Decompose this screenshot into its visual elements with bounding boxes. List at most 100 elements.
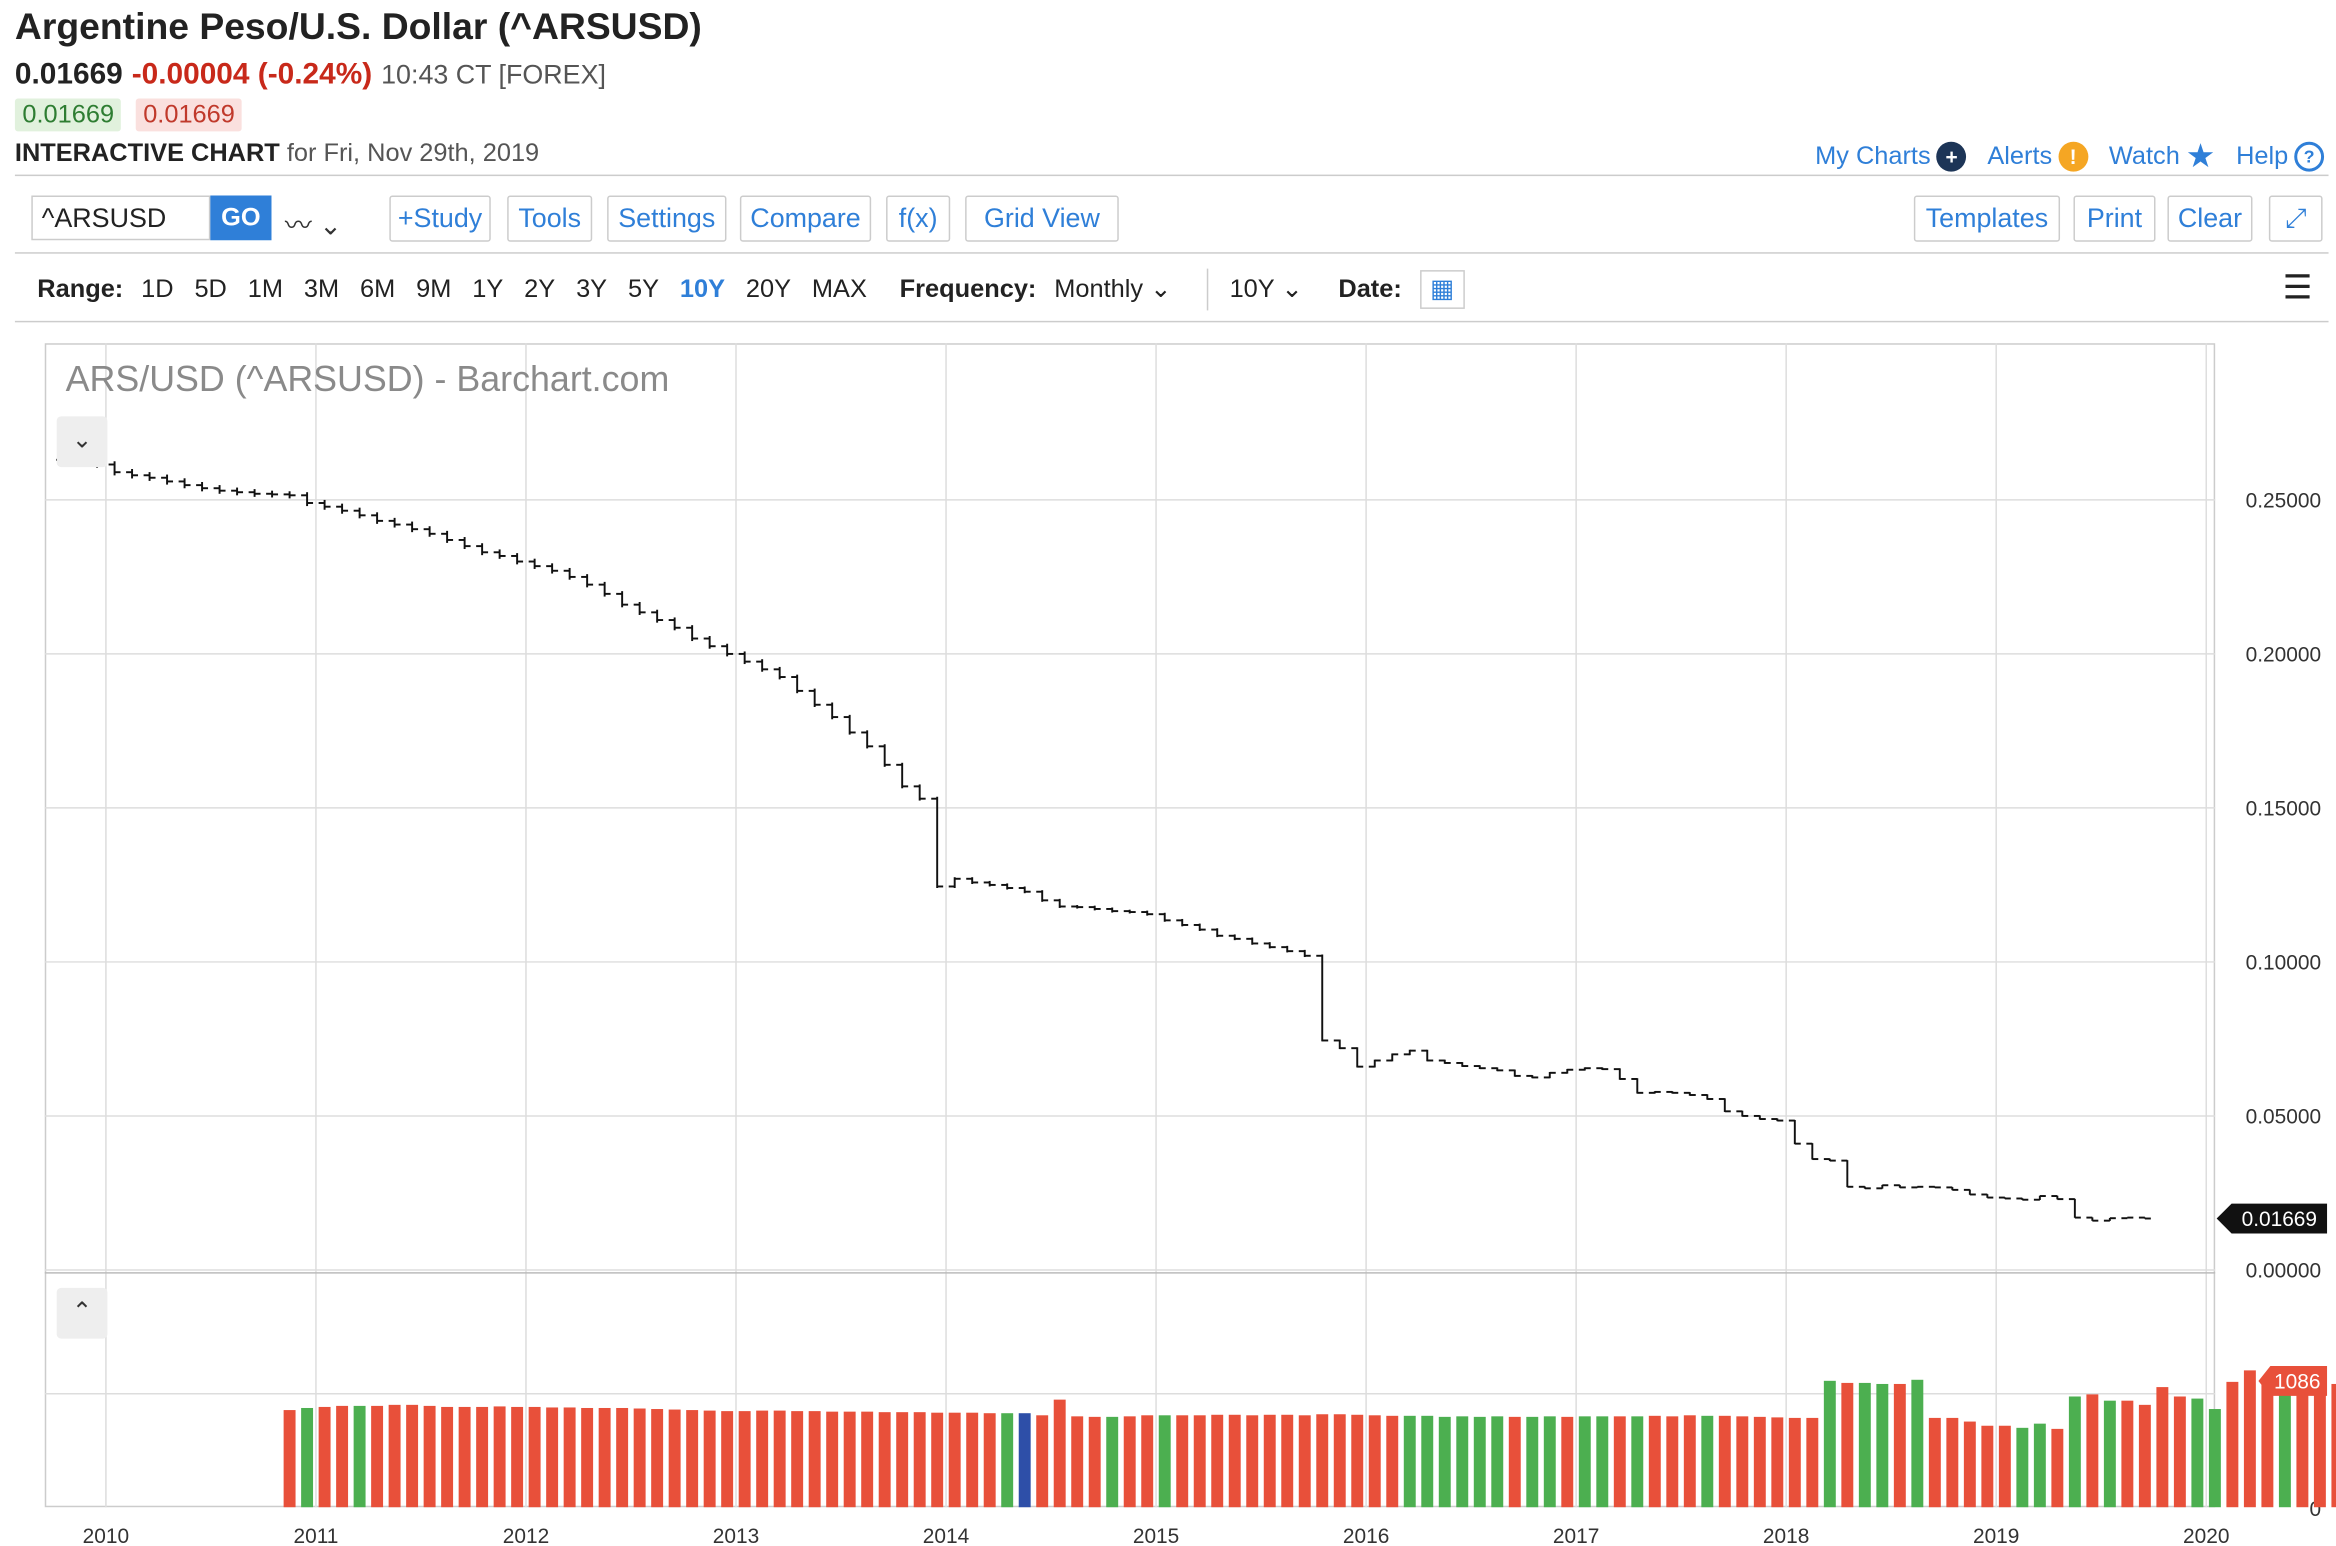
page-title: Argentine Peso/U.S. Dollar (^ARSUSD): [14, 5, 702, 48]
volume-bar: [598, 1407, 611, 1508]
clear-button[interactable]: Clear: [2167, 195, 2253, 242]
compare-button[interactable]: Compare: [739, 195, 872, 242]
range-options: 1D 5D 1M 3M 6M 9M 1Y 2Y 3Y 5Y 10Y 20Y MAX: [141, 275, 888, 305]
volume-bar: [1421, 1415, 1434, 1508]
range-option[interactable]: 3M: [303, 274, 340, 303]
volume-bar: [2226, 1381, 2239, 1508]
price-bar: [756, 659, 769, 672]
price-bar: [423, 526, 436, 537]
period-select[interactable]: 10Y ⌄: [1230, 275, 1303, 305]
volume-bar: [1543, 1416, 1556, 1508]
interactive-label: INTERACTIVE CHART: [14, 138, 280, 168]
volume-bar: [511, 1406, 524, 1508]
volume-bar: [1281, 1414, 1294, 1508]
price-bar: [301, 492, 314, 507]
grid-view-button[interactable]: Grid View: [965, 195, 1119, 242]
price-bar: [1281, 945, 1294, 953]
volume-bar: [1438, 1416, 1451, 1508]
range-option[interactable]: 1M: [247, 274, 284, 303]
symbol-input[interactable]: ^ARSUSD: [31, 195, 211, 241]
settings-button[interactable]: Settings: [607, 195, 727, 242]
tools-button[interactable]: Tools: [507, 195, 593, 242]
frequency-value: Monthly: [1054, 274, 1144, 303]
range-option[interactable]: 6M: [360, 274, 396, 303]
volume-bar: [283, 1410, 296, 1508]
volume-bar: [773, 1410, 786, 1508]
volume-bar: [791, 1411, 804, 1508]
help-link[interactable]: Help?: [2236, 141, 2325, 172]
range-option[interactable]: 3Y: [576, 274, 608, 303]
volume-bar: [2296, 1379, 2309, 1508]
collapse-icon[interactable]: ⌄: [56, 416, 108, 468]
menu-icon[interactable]: ☰: [2282, 268, 2313, 306]
range-option[interactable]: 2Y: [524, 274, 556, 303]
frequency-select[interactable]: Monthly ⌄: [1054, 275, 1171, 305]
price-bar: [1001, 883, 1014, 890]
volume-bar: [2173, 1396, 2186, 1508]
volume-bar: [1001, 1413, 1014, 1508]
volume-bar: [616, 1407, 629, 1508]
price-bar: [1368, 1059, 1381, 1068]
range-bar: Range: 1D 5D 1M 3M 6M 9M 1Y 2Y 3Y 5Y 10Y 20Y MAX Fre…: [37, 268, 1465, 311]
help-icon: ?: [2294, 141, 2325, 172]
range-option[interactable]: 9M: [416, 274, 452, 303]
my-charts-link[interactable]: My Charts +: [1815, 141, 1967, 172]
divider: [14, 320, 2329, 323]
range-option[interactable]: MAX: [811, 274, 867, 303]
volume-bar: [2033, 1423, 2046, 1508]
fx-button[interactable]: f(x): [886, 195, 951, 242]
alerts-link[interactable]: Alerts!: [1987, 141, 2089, 172]
price-bar: [861, 730, 874, 749]
price-bar: [1893, 1184, 1906, 1189]
price-line: 0.01669 -0.00004 (-0.24%) 10:43 CT [FOREX]: [15, 58, 606, 92]
price-bar: [1018, 886, 1031, 894]
watch-link[interactable]: Watch ★: [2109, 137, 2215, 176]
price-bar: [546, 563, 559, 574]
range-option[interactable]: 20Y: [745, 274, 792, 303]
range-option[interactable]: 1D: [141, 274, 174, 303]
range-option[interactable]: 1Y: [472, 274, 504, 303]
volume-bar: [1648, 1415, 1661, 1508]
print-button[interactable]: Print: [2073, 195, 2156, 242]
range-option[interactable]: 5Y: [627, 274, 660, 303]
volume-bar: [563, 1407, 576, 1508]
interactive-chart-label: INTERACTIVE CHART for Fri, Nov 29th, 201…: [15, 139, 539, 169]
study-button[interactable]: +Study: [389, 195, 491, 242]
templates-button[interactable]: Templates: [1913, 195, 2061, 242]
volume-bar: [1018, 1413, 1031, 1508]
volume-bar: [1368, 1415, 1381, 1508]
price-bar: [2051, 1195, 2064, 1201]
price-bar: [563, 567, 576, 580]
volume-bar: [1841, 1382, 1854, 1508]
range-option[interactable]: 5D: [194, 274, 227, 303]
volume-bar: [1613, 1416, 1626, 1508]
price-bar: [1561, 1068, 1574, 1074]
price-bar: [318, 499, 331, 510]
volume-bar: [2331, 1383, 2336, 1508]
price-bar: [686, 625, 699, 642]
price-bar: [283, 491, 296, 499]
help-label: Help: [2236, 141, 2289, 171]
price-bar: [493, 549, 506, 559]
x-tick-label: 2015: [1133, 1525, 1179, 1546]
volume-bar: [633, 1408, 646, 1508]
volume-bar: [1036, 1415, 1049, 1508]
price-bar: [598, 581, 611, 597]
price-bar: [843, 714, 856, 735]
volume-bar: [2086, 1394, 2099, 1508]
calendar-icon[interactable]: ▦: [1419, 270, 1465, 309]
price-bar: [1176, 918, 1189, 927]
chart-type-icon[interactable]: 〰 ⌄: [284, 210, 342, 241]
volume-bar: [1788, 1417, 1801, 1508]
volume-bar: [1456, 1416, 1469, 1508]
expand-panel-icon[interactable]: ⌃: [56, 1287, 108, 1339]
volume-bar: [2016, 1427, 2029, 1508]
go-button[interactable]: GO: [210, 195, 272, 241]
volume-bar: [2138, 1404, 2151, 1508]
volume-bar: [1876, 1383, 1889, 1508]
volume-bar: [1631, 1416, 1644, 1508]
range-option[interactable]: 10Y: [679, 274, 726, 303]
volume-bar: [1893, 1383, 1906, 1508]
expand-icon[interactable]: ⤢: [2268, 195, 2323, 242]
price-bar: [1403, 1049, 1416, 1056]
